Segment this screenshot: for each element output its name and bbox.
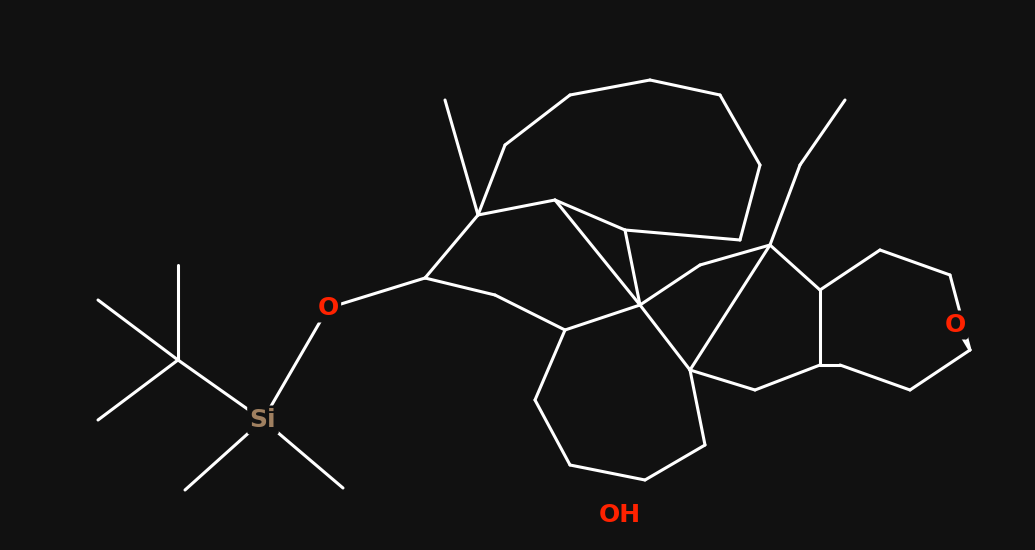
Text: OH: OH [599, 503, 641, 527]
Text: O: O [318, 296, 338, 320]
Text: O: O [944, 313, 966, 337]
Text: Si: Si [249, 408, 276, 432]
